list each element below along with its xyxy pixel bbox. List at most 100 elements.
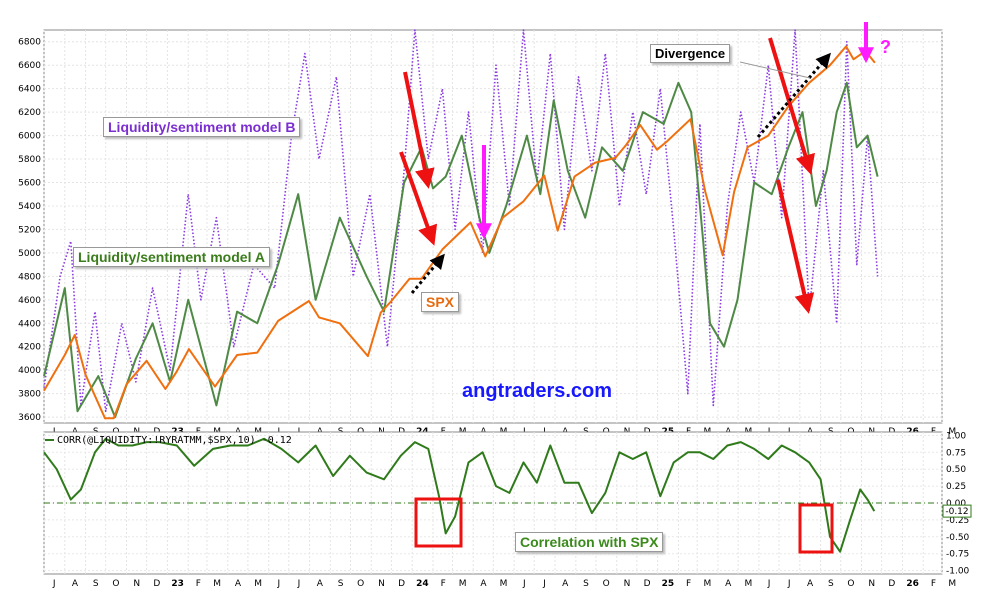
- bottom-month-label: J: [277, 579, 281, 589]
- bottom-month-label: A: [480, 579, 487, 589]
- bottom-month-label: J: [297, 579, 301, 589]
- bottom-month-label: N: [133, 579, 140, 589]
- bottom-time-axis: J A S O N D 23 F M A M J J A S O N D 24 F M A M J J A S O N D 25 F M A M J J…: [52, 579, 956, 589]
- bottom-month-label: S: [583, 579, 589, 589]
- bottom-month-label: M: [744, 579, 752, 589]
- annotation-arrows: [399, 22, 874, 554]
- bottom-month-label: M: [948, 579, 956, 589]
- price-tick-label: 4200: [18, 343, 41, 353]
- price-tick-label: 4600: [18, 296, 41, 306]
- bottom-month-label: F: [196, 579, 201, 589]
- bottom-month-label: O: [847, 579, 854, 589]
- bottom-month-label: F: [686, 579, 691, 589]
- bottom-month-label: N: [868, 579, 875, 589]
- price-panel: JASOND23FMAMJJASOND24FMAMJJASOND25FMAMJJ…: [18, 29, 956, 437]
- price-tick-label: 3600: [18, 413, 41, 423]
- corr-tick-label: 0.50: [946, 465, 966, 475]
- corr-tick-label: -0.25: [946, 516, 969, 526]
- bottom-month-label: D: [153, 579, 160, 589]
- spx-label: SPX: [421, 292, 460, 312]
- bottom-month-label: A: [72, 579, 79, 589]
- corr-tick-label: 1.00: [946, 431, 966, 441]
- current-value-text: -0.12: [945, 507, 968, 517]
- correlation-legend-text: CORR(@LIQUIDITY:!RYRATMM,$SPX,10) -0.12: [57, 435, 292, 446]
- current-value-tag: [942, 504, 972, 518]
- bottom-month-label: 26: [906, 579, 919, 589]
- price-tick-label: 5400: [18, 202, 41, 212]
- dotted-arrow-1: [410, 253, 445, 294]
- corr-tick-label: 0.25: [946, 482, 966, 492]
- correlation-label: Correlation with SPX: [515, 532, 664, 552]
- bottom-month-label: O: [603, 579, 610, 589]
- bottom-month-label: F: [441, 579, 446, 589]
- price-tick-label: 6400: [18, 85, 41, 95]
- highlight-box-2: [798, 503, 834, 554]
- corr-tick-label: -1.00: [946, 567, 970, 577]
- bottom-month-label: J: [52, 579, 56, 589]
- bottom-month-label: A: [235, 579, 242, 589]
- bottom-month-label: J: [542, 579, 546, 589]
- bottom-month-label: F: [931, 579, 936, 589]
- price-tick-label: 5200: [18, 225, 41, 235]
- legend-swatch: [45, 439, 54, 441]
- bottom-month-label: O: [357, 579, 364, 589]
- bottom-month-label: D: [398, 579, 405, 589]
- bottom-month-label: M: [459, 579, 467, 589]
- bottom-month-label: J: [522, 579, 526, 589]
- bottom-month-label: A: [317, 579, 324, 589]
- bottom-month-label: M: [254, 579, 262, 589]
- bottom-month-label: 24: [416, 579, 429, 589]
- correlation-legend: CORR(@LIQUIDITY:!RYRATMM,$SPX,10) -0.12: [45, 435, 292, 446]
- bottom-month-label: N: [624, 579, 631, 589]
- bottom-month-label: 25: [662, 579, 675, 589]
- bottom-month-label: A: [725, 579, 732, 589]
- price-tick-label: 6800: [18, 38, 41, 48]
- watermark: angtraders.com: [462, 380, 613, 402]
- bottom-month-label: A: [562, 579, 569, 589]
- red-arrow-2: [399, 151, 438, 246]
- price-tick-label: 5600: [18, 179, 41, 189]
- price-tick-label: 5000: [18, 249, 41, 259]
- bottom-month-label: M: [213, 579, 221, 589]
- price-tick-label: 3800: [18, 390, 41, 400]
- price-tick-label: 4400: [18, 319, 41, 329]
- bottom-month-label: M: [500, 579, 508, 589]
- bottom-month-label: S: [93, 579, 99, 589]
- corr-tick-label: 0.75: [946, 448, 966, 458]
- red-arrow-4: [776, 179, 815, 314]
- divergence-label: Divergence: [650, 44, 731, 63]
- bottom-month-label: N: [378, 579, 385, 589]
- bottom-month-label: 23: [171, 579, 184, 589]
- bottom-month-label: J: [787, 579, 791, 589]
- question-mark: ?: [880, 37, 891, 57]
- bottom-month-label: O: [112, 579, 119, 589]
- model-b-label: Liquidity/sentiment model B: [103, 117, 301, 137]
- price-tick-label: 4000: [18, 366, 41, 376]
- model-a-label: Liquidity/sentiment model A: [73, 247, 270, 267]
- highlight-box-1: [414, 497, 463, 548]
- dotted-arrow-2: [756, 52, 831, 138]
- price-tick-label: 4800: [18, 272, 41, 282]
- red-arrow-3: [768, 37, 815, 175]
- bottom-month-label: M: [704, 579, 712, 589]
- model-b-line: [43, 29, 879, 413]
- price-tick-label: 6600: [18, 61, 41, 71]
- model-a-line: [43, 81, 879, 419]
- price-tick-label: 6200: [18, 108, 41, 118]
- bottom-month-label: D: [888, 579, 895, 589]
- correlation-panel: 1.00 0.75 0.50 0.25 0.00 -0.25 -0.50 -0.75 -1.00…: [43, 431, 972, 577]
- divergence-pointer: [739, 61, 811, 79]
- correlation-line: [43, 437, 876, 553]
- bottom-month-label: J: [767, 579, 771, 589]
- bottom-month-label: S: [828, 579, 834, 589]
- bottom-month-label: A: [807, 579, 814, 589]
- price-tick-label: 6000: [18, 132, 41, 142]
- price-month-label: M: [948, 427, 956, 437]
- bottom-month-label: S: [338, 579, 344, 589]
- red-arrow-1: [403, 71, 435, 189]
- corr-tick-label: -0.50: [946, 533, 970, 543]
- corr-tick-label: 0.00: [946, 499, 966, 509]
- spx-line: [43, 45, 876, 420]
- price-tick-label: 5800: [18, 155, 41, 165]
